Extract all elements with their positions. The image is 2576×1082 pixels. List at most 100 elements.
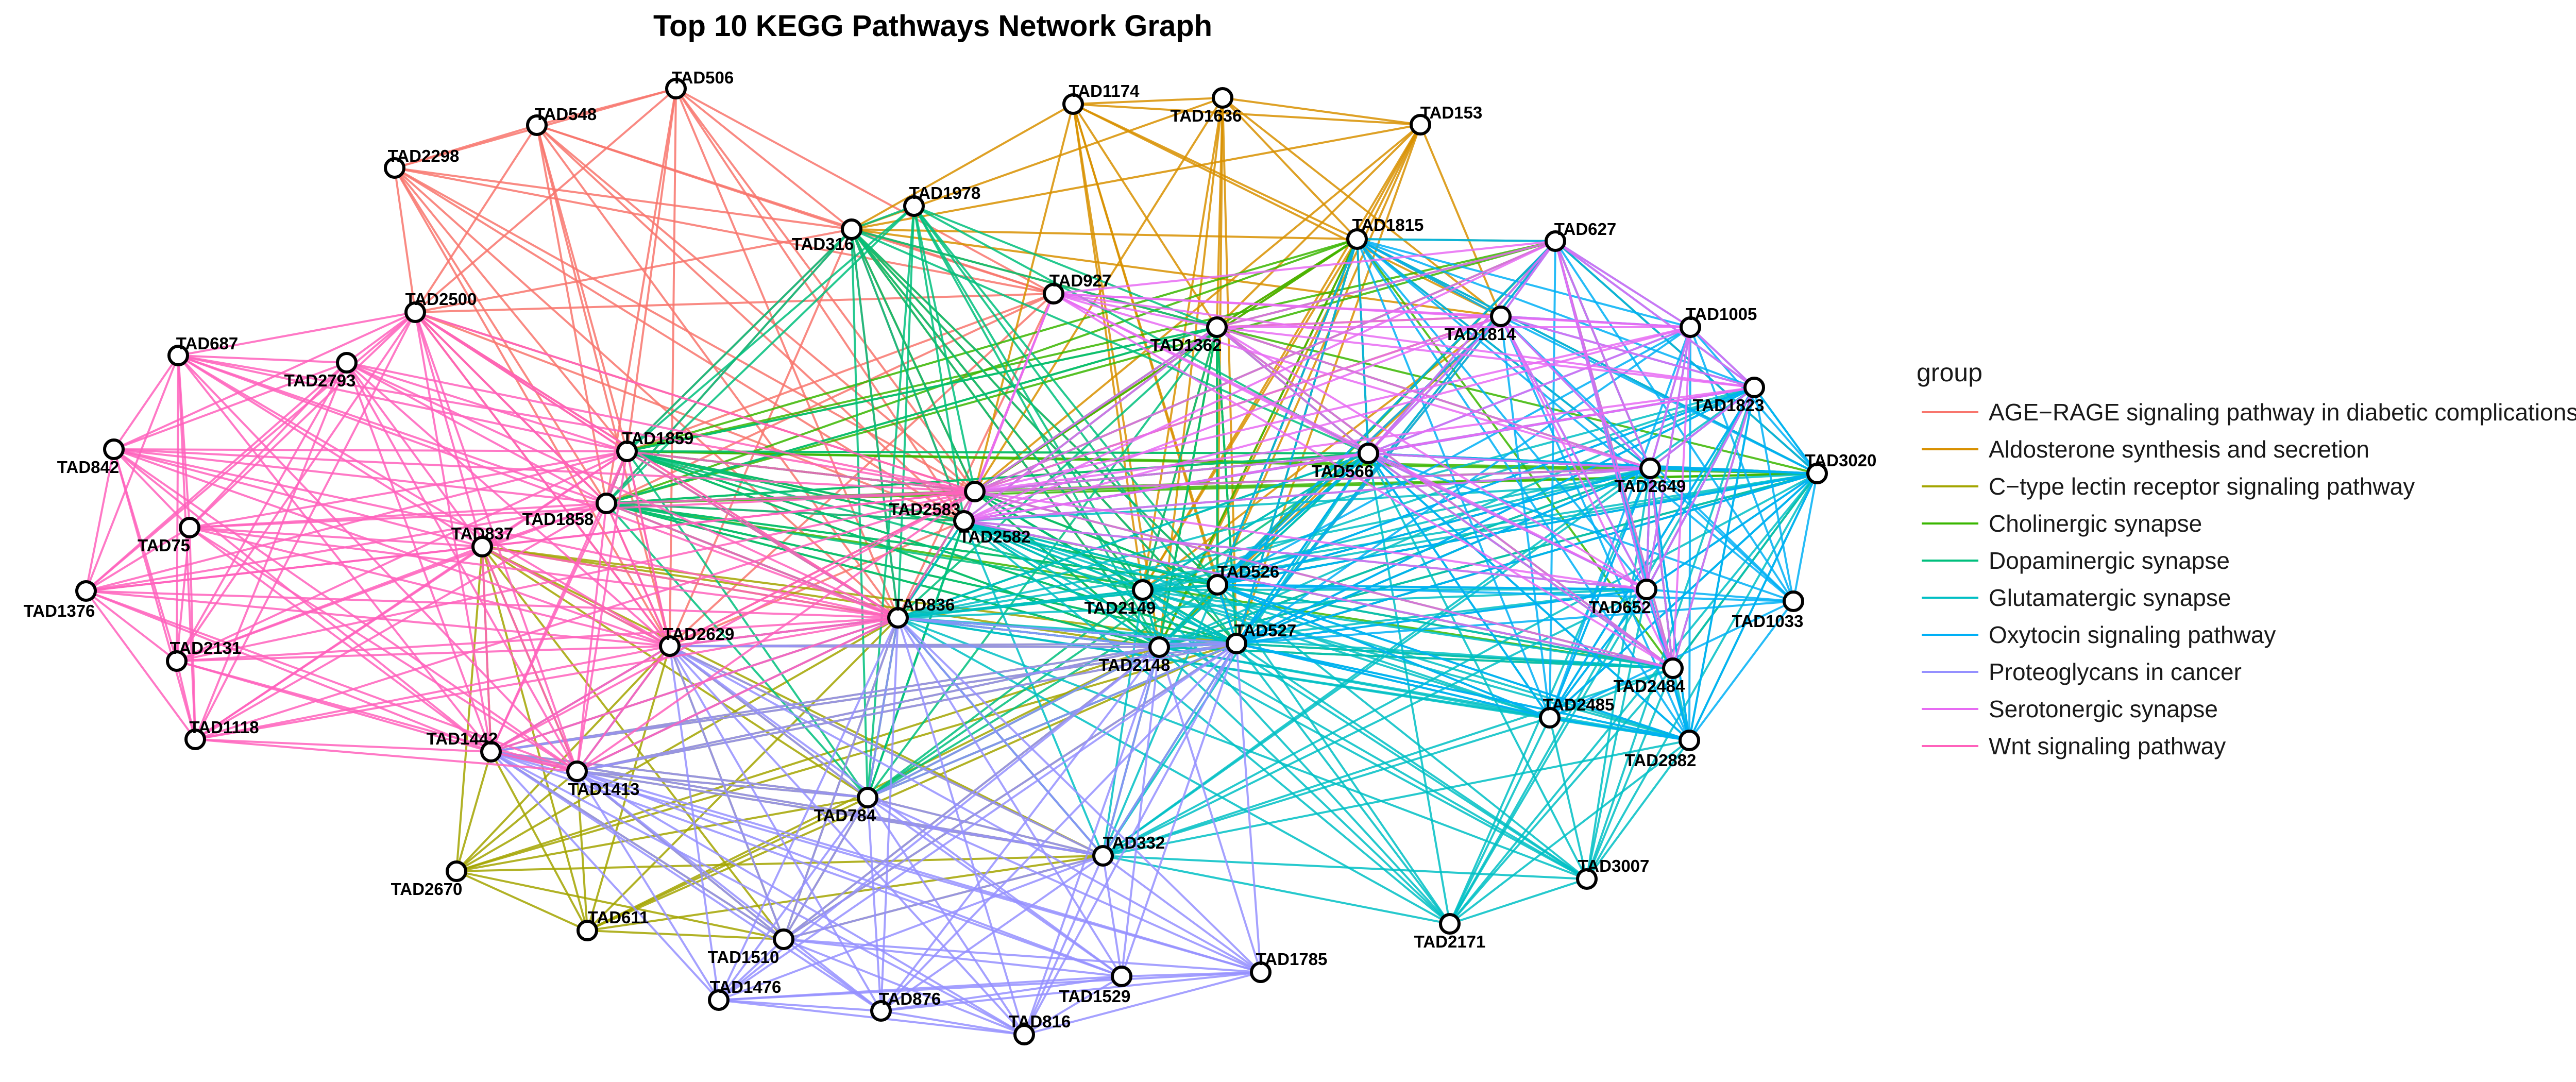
legend-item: Wnt signaling pathway <box>1922 733 2226 759</box>
node-circle <box>1490 306 1512 327</box>
node-tad927: TAD927 <box>1043 271 1111 305</box>
edge-tad2171-tad1823 <box>1449 387 1755 924</box>
node-circle <box>1743 377 1765 398</box>
node-circle <box>708 989 730 1011</box>
node-tad627: TAD627 <box>1545 219 1616 252</box>
edge-tad2670-tad1510 <box>456 870 784 940</box>
edge-tad1636-tad2148 <box>1158 97 1224 648</box>
edge-tad1005-tad1033 <box>1689 327 1794 602</box>
node-tad527: TAD527 <box>1226 621 1296 654</box>
edge-tad1442-tad332 <box>490 751 1104 857</box>
edge-tad611-tad836 <box>586 617 899 932</box>
edge-tad1859-tad2583 <box>626 450 975 493</box>
edge-tad506-tad1859 <box>626 88 677 452</box>
node-label: TAD1859 <box>622 429 694 448</box>
node-circle <box>566 760 588 782</box>
edge-tad1529-tad836 <box>897 617 1123 977</box>
edge-tad1442-tad527 <box>490 643 1237 753</box>
edge-tad784-tad526 <box>867 584 1218 799</box>
node-label: TAD2171 <box>1414 932 1486 951</box>
node-circle <box>404 301 426 323</box>
edge-tad1815-tad2149 <box>1142 238 1358 591</box>
edge-tad1362-tad566 <box>1216 326 1369 454</box>
edge-tad2882-tad2485 <box>1549 717 1690 741</box>
edge-tad652-tad1823 <box>1646 387 1755 590</box>
edge-tad1859-tad316 <box>626 228 853 452</box>
edge-tad506-tad2582 <box>675 88 965 522</box>
node-tad1413: TAD1413 <box>566 760 640 799</box>
edge-tad927-tad2484 <box>1053 293 1674 669</box>
edge-tad784-tad2148 <box>867 646 1160 799</box>
edge-tad1442-tad1529 <box>490 751 1122 977</box>
node-tad2484: TAD2484 <box>1614 657 1685 696</box>
edge-tad784-tad566 <box>867 452 1369 799</box>
edge-tad842-tad1859 <box>113 448 628 452</box>
edge-tad1174-tad153 <box>1073 103 1421 126</box>
edge-tad927-tad1362 <box>1053 293 1217 328</box>
edge-tad2793-tad1413 <box>346 362 578 772</box>
edge-tad836-tad1823 <box>897 386 1755 619</box>
edge-tad2298-tad2500 <box>394 167 416 313</box>
edge-tad1174-tad1636 <box>1073 97 1223 105</box>
edge-tad2793-tad836 <box>346 362 899 619</box>
node-tad2131: TAD2131 <box>166 638 241 672</box>
edge-tad1413-tad1858 <box>576 503 607 772</box>
node-tad1978: TAD1978 <box>903 183 980 217</box>
edge-tad1413-tad816 <box>576 770 1025 1036</box>
edge-tad1118-tad1442 <box>195 738 492 753</box>
node-label: TAD1413 <box>568 780 640 799</box>
edge-tad2793-tad1118 <box>194 362 348 740</box>
edge-tad1413-tad836 <box>577 617 899 772</box>
node-label: TAD2670 <box>391 880 463 899</box>
node-circle <box>1206 316 1228 338</box>
node-circle <box>1043 283 1064 305</box>
edge-tad1442-tad2583 <box>490 491 975 753</box>
edge-tad2793-tad1858 <box>346 362 607 504</box>
edge-tad2484-tad3007 <box>1586 668 1674 880</box>
edge-tad75-tad837 <box>189 527 483 548</box>
node-circle <box>596 493 617 514</box>
edge-tad1362-tad1823 <box>1216 326 1755 388</box>
edge-tad3007-tad836 <box>897 617 1587 880</box>
edge-tad1033-tad2882 <box>1688 600 1794 741</box>
edge-tad2670-tad784 <box>456 797 868 872</box>
edge-tad1442-tad1413 <box>490 751 578 772</box>
edge-tad1376-tad1118 <box>85 590 196 740</box>
edge-tad687-tad2500 <box>178 311 416 357</box>
edge-tad1814-tad2582 <box>963 315 1501 522</box>
node-label: TAD566 <box>1312 462 1374 481</box>
edge-tad687-tad842 <box>113 354 179 450</box>
node-circle <box>1111 966 1132 987</box>
node-tad2298: TAD2298 <box>384 146 459 179</box>
edge-tad1033-tad526 <box>1217 584 1794 602</box>
edge-tad2629-tad2583 <box>669 491 975 647</box>
node-tad153: TAD153 <box>1410 103 1482 136</box>
edge-tad2131-tad1118 <box>176 661 196 740</box>
node-tad611: TAD611 <box>577 908 649 941</box>
node-tad1785: TAD1785 <box>1250 950 1327 983</box>
node-label: TAD1858 <box>522 510 594 529</box>
node-label: TAD1442 <box>427 729 498 748</box>
node-label: TAD316 <box>792 234 854 253</box>
edge-tad1362-tad627 <box>1216 240 1556 328</box>
edge-tad1174-tad316 <box>851 103 1074 230</box>
edge-tad1858-tad316 <box>605 228 853 504</box>
node-label: TAD687 <box>176 334 238 353</box>
edge-tad837-tad2500 <box>414 312 483 547</box>
node-tad1476: TAD1476 <box>708 977 781 1011</box>
edge-tad1814-tad627 <box>1500 240 1556 317</box>
edge-tad2882-tad332 <box>1103 739 1690 857</box>
edge-tad2298-tad927 <box>394 167 1054 295</box>
edge-tad1476-tad332 <box>718 855 1104 1001</box>
node-circle <box>166 650 188 672</box>
edge-tad1529-tad2629 <box>669 645 1123 977</box>
edge-tad1476-tad527 <box>718 643 1238 1001</box>
edge-tad1859-tad1362 <box>626 326 1217 452</box>
edge-tad1118-tad2500 <box>194 312 416 740</box>
edge-tad2583-tad1823 <box>974 386 1755 493</box>
edge-tad876-tad836 <box>880 617 899 1011</box>
edge-tad1005-tad527 <box>1235 326 1691 645</box>
edge-tad2649-tad2149 <box>1142 467 1651 591</box>
edge-tad332-tad836 <box>897 617 1104 857</box>
edge-tad1413-tad1529 <box>577 770 1122 977</box>
